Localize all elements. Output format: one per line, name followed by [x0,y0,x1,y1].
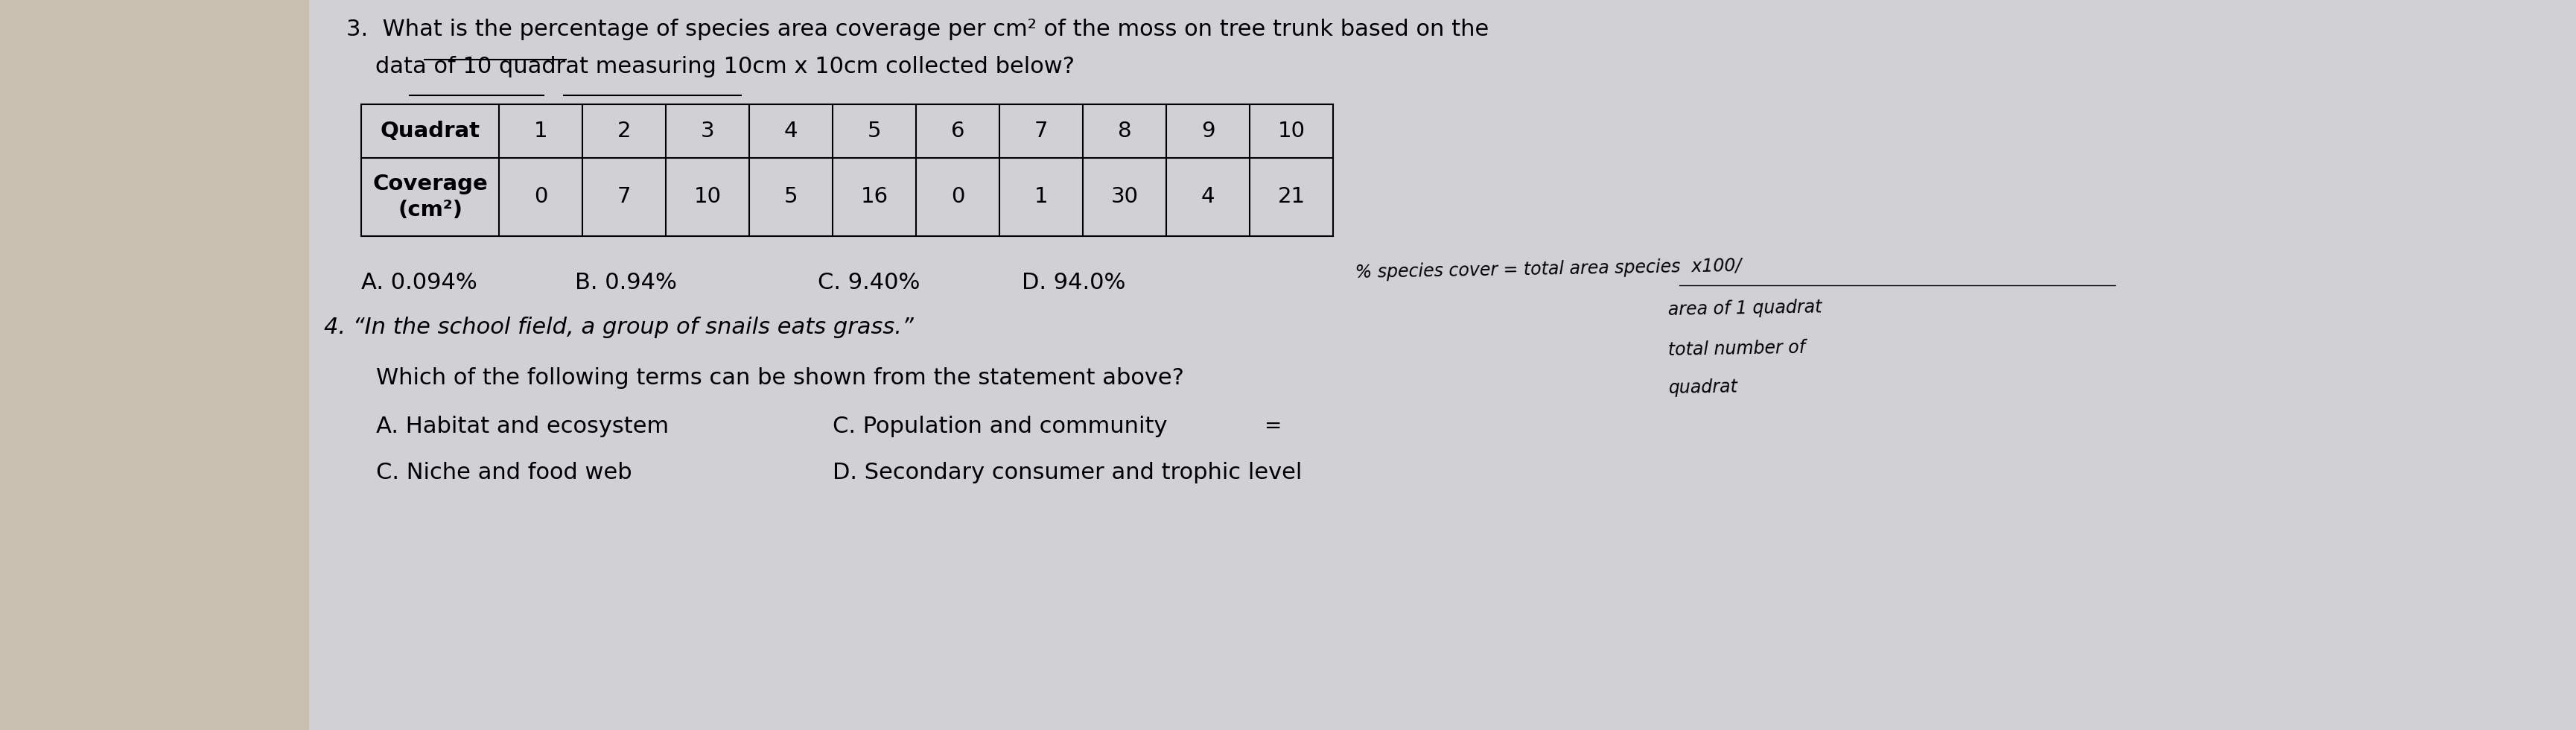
Text: Which of the following terms can be shown from the statement above?: Which of the following terms can be show… [376,367,1185,389]
Text: Coverage
(cm²): Coverage (cm²) [374,174,487,220]
Text: 0: 0 [951,187,963,207]
Text: 3.  What is the percentage of species area coverage per cm² of the moss on tree : 3. What is the percentage of species are… [345,19,1489,40]
Text: A. Habitat and ecosystem: A. Habitat and ecosystem [376,415,670,437]
Text: 0: 0 [533,187,549,207]
Text: quadrat: quadrat [1669,377,1739,396]
Text: 5: 5 [783,187,799,207]
Text: 5: 5 [868,120,881,142]
Text: 10: 10 [693,187,721,207]
Text: 7: 7 [1036,120,1048,142]
Text: 9: 9 [1200,120,1216,142]
Text: Quadrat: Quadrat [381,120,479,142]
Text: 7: 7 [618,187,631,207]
Text: B. 0.94%: B. 0.94% [574,272,677,293]
Bar [0,0,309,730]
Text: 6: 6 [951,120,963,142]
Text: 8: 8 [1118,120,1131,142]
Text: area of 1 quadrat: area of 1 quadrat [1669,298,1821,318]
Text: C. Niche and food web: C. Niche and food web [376,462,631,483]
Text: C. Population and community: C. Population and community [832,415,1167,437]
Text: D. 94.0%: D. 94.0% [1023,272,1126,293]
Text: 1: 1 [533,120,549,142]
Text: 1: 1 [1033,187,1048,207]
Text: 30: 30 [1110,187,1139,207]
Text: 2: 2 [618,120,631,142]
Text: 3: 3 [701,120,714,142]
Text: 4. “In the school field, a group of snails eats grass.”: 4. “In the school field, a group of snai… [325,317,914,338]
Text: =: = [1265,415,1283,437]
Text: A. 0.094%: A. 0.094% [361,272,477,293]
Text: 4: 4 [783,120,799,142]
Text: total number of: total number of [1669,339,1806,359]
Text: data of 10 quadrat measuring 10cm x 10cm collected below?: data of 10 quadrat measuring 10cm x 10cm… [345,56,1074,77]
Text: 4: 4 [1200,187,1216,207]
Text: 21: 21 [1278,187,1306,207]
Text: 10: 10 [1278,120,1306,142]
Text: C. 9.40%: C. 9.40% [819,272,920,293]
Text: % species cover = total area species  x100/: % species cover = total area species x10… [1355,257,1741,282]
Text: 16: 16 [860,187,889,207]
Text: D. Secondary consumer and trophic level: D. Secondary consumer and trophic level [832,462,1303,483]
